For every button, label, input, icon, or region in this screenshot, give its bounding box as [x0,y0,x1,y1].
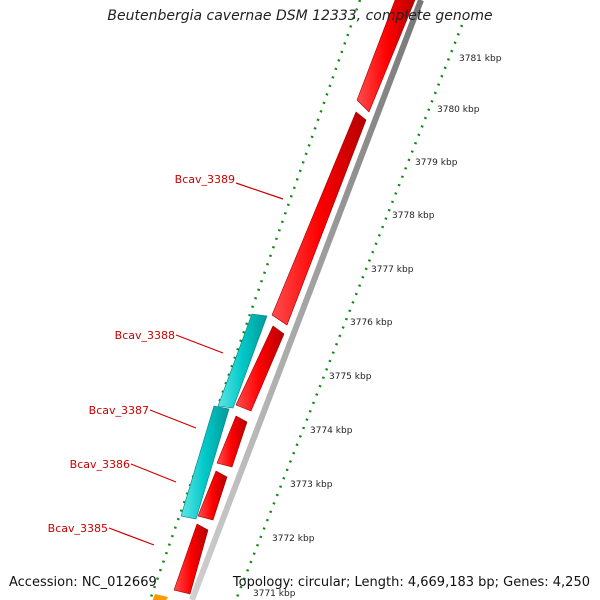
genome-title: Beutenbergia cavernae DSM 12333, complet… [107,8,493,24]
accession-text: Accession: NC_012669 [9,575,157,590]
scale-tick-labels: 3781 kbp 3780 kbp 3779 kbp 3778 kbp 3777… [253,54,502,599]
scale-tick-label: 3773 kbp [290,480,333,490]
gene-label[interactable]: Bcav_3389 [175,173,235,186]
gene-labels: Bcav_3389 Bcav_3388 Bcav_3387 Bcav_3386 … [48,173,235,535]
gene-label[interactable]: Bcav_3385 [48,522,108,535]
gene-arrow-red[interactable] [235,325,285,412]
scale-tick-label: 3777 kbp [371,265,414,275]
gene-arrow-orange[interactable] [152,594,168,600]
scale-ruler [234,24,464,600]
gene-arrow-cyan[interactable] [180,405,230,520]
forward-genes [173,0,417,595]
gene-arrow-red[interactable] [216,415,248,468]
gene-label[interactable]: Bcav_3386 [70,458,130,471]
scale-tick-label: 3780 kbp [437,105,480,115]
scale-tick-label: 3772 kbp [272,534,315,544]
gene-label[interactable]: Bcav_3387 [89,404,149,417]
scale-tick-label: 3775 kbp [329,372,372,382]
reverse-genes [180,313,268,520]
scale-tick-label: 3779 kbp [415,158,458,168]
scale-tick-label: 3781 kbp [459,54,502,64]
scale-tick-label: 3778 kbp [392,211,435,221]
gene-arrow-cyan[interactable] [217,313,268,409]
gene-arrow-red[interactable] [173,523,209,595]
genome-backbone [189,0,424,600]
scale-tick-label: 3771 kbp [253,589,296,599]
outer-ruler [148,0,362,600]
gene-arrow-red[interactable] [271,111,367,326]
gene-arrow-red[interactable] [197,470,228,521]
scale-tick-label: 3776 kbp [350,318,393,328]
gene-arrow-red[interactable] [356,0,417,113]
label-leaders [108,182,284,546]
scale-tick-label: 3774 kbp [310,426,353,436]
gene-label[interactable]: Bcav_3388 [115,329,175,342]
genome-summary-text: Topology: circular; Length: 4,669,183 bp… [232,575,590,590]
